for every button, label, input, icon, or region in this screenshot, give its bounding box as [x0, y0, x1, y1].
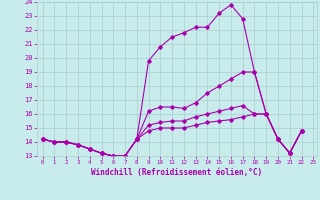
X-axis label: Windchill (Refroidissement éolien,°C): Windchill (Refroidissement éolien,°C): [91, 168, 262, 177]
